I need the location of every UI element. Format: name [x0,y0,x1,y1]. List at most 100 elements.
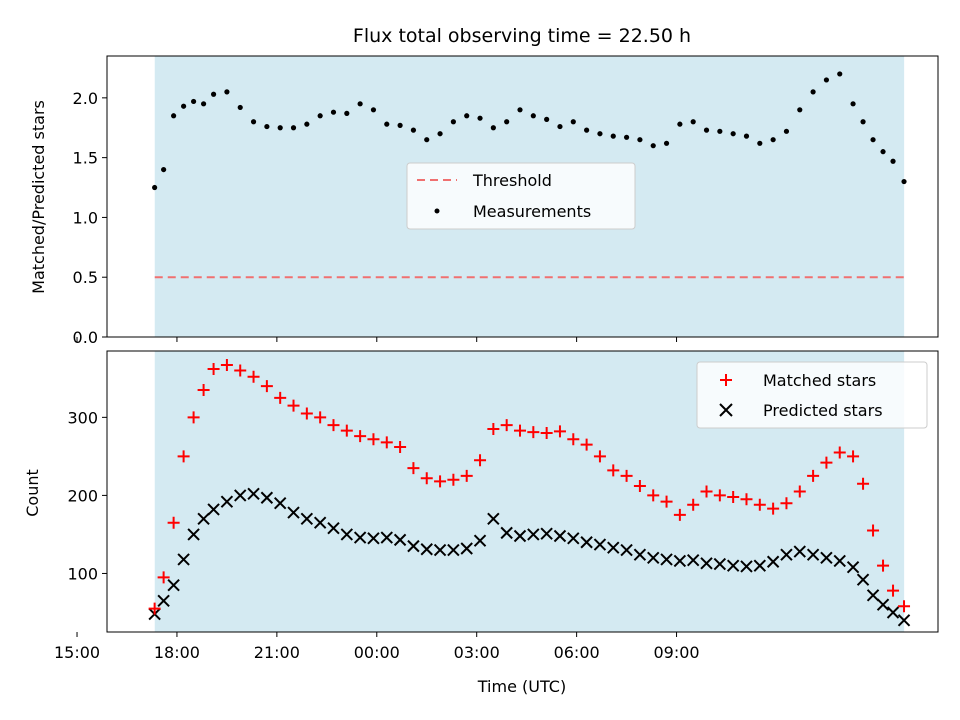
bottom-legend: Matched stars Predicted stars [696,361,928,429]
measurement-points [152,71,907,191]
predicted-legend-marker [719,403,733,417]
matched-star-point [380,436,393,449]
measurement-point [437,131,443,137]
matched-legend-label: Matched stars [763,371,876,390]
measurement-point [880,149,886,155]
matched-star-point [857,477,870,490]
predicted-star-point [897,614,911,627]
predicted-star-point [300,512,314,526]
measurement-point [783,128,790,134]
predicted-star-point [157,594,170,607]
matched-star-point [793,485,806,498]
matched-star-point [247,370,260,383]
top-x-ticks [76,337,678,342]
y-tick-label: 1.0 [73,208,98,227]
measurement-point [650,143,656,149]
measurements-legend-marker [434,208,440,214]
matched-star-point [167,516,180,529]
matched-star-point [327,419,340,432]
matched-star-point [434,475,447,488]
y-tick-label: 300 [67,408,98,427]
predicted-star-point [327,521,340,535]
matched-star-point [867,524,880,537]
predicted-star-point [553,529,567,543]
measurement-point [424,137,430,143]
measurement-point [584,127,590,133]
measurements-legend-label: Measurements [473,202,591,221]
matched-star-point [580,438,593,451]
measurement-point [264,123,270,130]
predicted-star-point [207,503,220,516]
y-tick-label: 200 [67,486,98,505]
predicted-star-point [220,495,234,508]
bottom-panel: 100 200 300 18:00 21:00 00:00 03:00 06:00 09:00… [0,350,939,696]
measurement-point [610,133,616,139]
measurement-point [597,131,603,137]
measurement-point [224,89,230,95]
predicted-star-point [313,516,327,529]
matched-star-point [157,571,170,584]
matched-star-point [633,480,646,493]
predicted-star-point [500,526,513,540]
measurement-point [810,89,816,95]
matched-star-point [567,433,580,446]
predicted-star-point [793,545,806,558]
measurement-point [703,127,710,133]
matched-star-point [877,559,890,572]
predicted-star-point [686,553,700,567]
measurement-point [517,107,523,113]
matched-star-point [407,462,420,475]
predicted-star-point [353,531,367,544]
matched-star-point [260,380,273,393]
measurement-point [860,119,866,125]
measurement-point [344,110,350,116]
predicted-legend-label: Predicted stars [763,401,883,420]
y-tick-label: 0.5 [73,268,98,287]
measurement-point [397,122,403,128]
x-tick-label: 09:00 [653,643,699,662]
measurement-point [384,121,390,127]
predicted-star-point [513,529,527,543]
matched-star-point [527,426,540,439]
measurement-point [171,113,177,119]
measurement-point [637,137,643,143]
matched-star-point [740,493,753,506]
predicted-star-point [433,543,447,557]
predicted-star-point [633,548,647,561]
x-tick-label: 03:00 [454,643,500,662]
measurement-point [901,178,907,185]
predicted-star-point [527,528,540,541]
x-tick-label: 06:00 [554,643,600,662]
matched-stars-points [148,359,911,615]
top-y-ticks: 0.0 0.5 1.0 1.5 2.0 [73,89,107,347]
measurement-point [277,125,283,131]
measurement-point [770,137,776,143]
matched-star-point [647,489,660,502]
matched-star-point [593,450,606,463]
measurement-point [757,140,763,146]
matched-star-point [354,430,367,443]
threshold-legend-label: Threshold [472,171,552,190]
matched-star-point [274,391,287,404]
matched-star-point [687,498,700,511]
measurement-point [690,119,696,125]
predicted-star-point [187,528,200,541]
predicted-star-point [487,512,500,526]
measurement-point [181,103,187,109]
measurement-point [317,113,323,119]
measurement-point [237,104,243,111]
predicted-star-point [886,606,900,619]
predicted-star-point [620,543,633,557]
y-tick-label: 2.0 [73,89,98,108]
matched-star-point [314,411,327,424]
matched-star-point [394,441,407,454]
predicted-stars-points [148,487,911,627]
bottom-axes-frame [106,350,939,633]
predicted-star-point [420,543,433,556]
matched-star-point [460,469,473,482]
matched-star-point [300,407,313,420]
predicted-star-point [367,532,380,545]
predicted-star-point [234,489,247,502]
matched-star-point [487,423,500,436]
matched-star-point [340,424,353,437]
